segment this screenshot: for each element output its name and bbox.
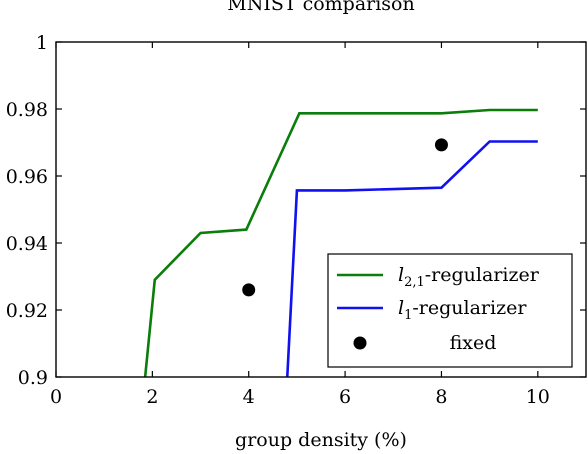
x-tick-label-0: 0: [50, 386, 62, 408]
y-tick-label-4: 0.98: [6, 99, 48, 121]
ticks-layer: 0 2 4 6 8 10 0.9 0.92 0.94 0.96 0.98 1: [6, 32, 586, 408]
x-tick-label-4: 8: [435, 386, 447, 408]
series-2-point-1: [434, 138, 448, 152]
legend: l2,1-regularizer l1-regularizer fixed: [327, 253, 573, 368]
y-tick-label-2: 0.94: [6, 233, 48, 255]
x-tick-label-2: 4: [243, 386, 255, 408]
series-2-point-0: [242, 283, 256, 297]
legend-box: [327, 253, 573, 368]
x-tick-label-5: 10: [526, 386, 550, 408]
series-line-1: [285, 140, 538, 378]
y-tick-label-3: 0.96: [6, 166, 48, 188]
chart-title: MNIST comparison: [227, 0, 415, 15]
y-tick-label-0: 0.9: [18, 367, 48, 389]
legend-label-1: l1-regularizer: [398, 297, 527, 323]
legend-label-2: fixed: [450, 332, 497, 354]
series-line-0: [143, 108, 538, 378]
legend-items: l2,1-regularizer l1-regularizer fixed: [337, 264, 540, 354]
y-tick-label-5: 1: [36, 32, 48, 54]
x-tick-label-3: 6: [339, 386, 351, 408]
y-tick-label-1: 0.92: [6, 300, 48, 322]
x-axis-label: group density (%): [235, 429, 407, 451]
legend-label-0: l2,1-regularizer: [398, 264, 540, 290]
legend-swatch-2: [353, 336, 367, 350]
series-layer: [143, 108, 538, 378]
x-tick-label-1: 2: [146, 386, 158, 408]
plot-frame: [55, 41, 587, 378]
